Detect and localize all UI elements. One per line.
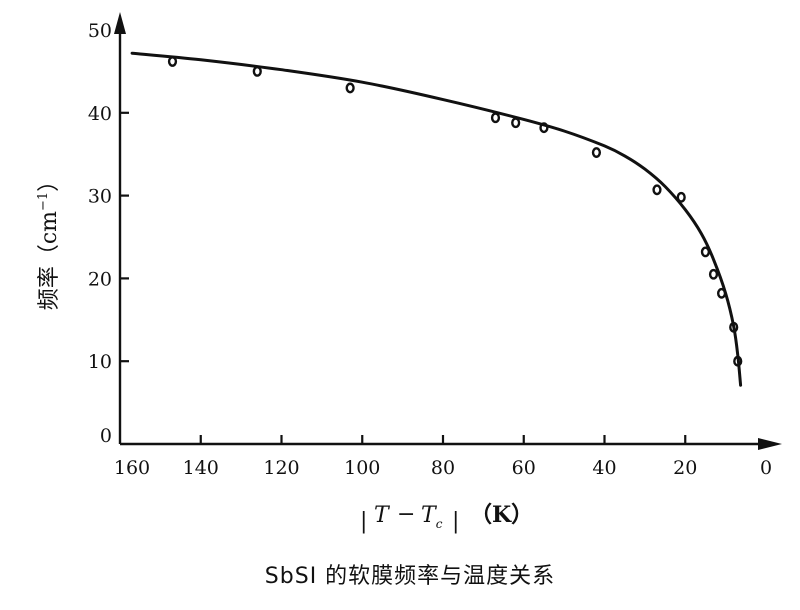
fit-curve-line — [130, 51, 743, 387]
y-tick-label: 30 — [88, 186, 112, 208]
fit-curve — [130, 51, 743, 387]
data-point — [511, 117, 521, 129]
y-tick-label: 0 — [100, 425, 112, 447]
x-tick-label: 160 — [114, 457, 150, 479]
x-ticks: 160 140 120 100 80 60 40 20 0 — [114, 435, 772, 479]
svg-text:T: T — [374, 503, 391, 528]
data-point — [708, 268, 719, 280]
data-points — [167, 56, 743, 367]
x-tick-label: 140 — [183, 457, 219, 479]
data-point — [345, 82, 355, 94]
x-axis-arrow — [758, 438, 782, 450]
svg-text:Tc: Tc — [421, 503, 443, 531]
data-point — [490, 112, 501, 124]
data-point — [733, 355, 743, 367]
x-tick-label: 0 — [760, 457, 772, 479]
axes — [114, 12, 782, 450]
x-title-minus: − — [397, 502, 415, 527]
data-point — [676, 191, 686, 203]
x-title-Tc-sub: c — [436, 517, 443, 531]
x-title-T: T — [374, 503, 391, 528]
x-tick-label: 40 — [592, 457, 616, 479]
data-point — [539, 122, 549, 134]
x-axis-title: | T − Tc | （K） — [360, 502, 533, 534]
data-point — [716, 287, 727, 299]
x-tick-label: 20 — [673, 457, 697, 479]
y-axis-title-sup: −1 — [36, 192, 51, 211]
chart-title: SbSI 的软膜频率与温度关系 — [265, 564, 555, 589]
svg-text:|: | — [452, 509, 459, 534]
x-title-Tc: T — [421, 503, 438, 528]
y-tick-label: 50 — [88, 20, 112, 42]
y-axis-title-main: 频率（cm — [37, 211, 62, 310]
x-tick-label: 100 — [344, 457, 380, 479]
y-tick-label: 20 — [88, 268, 112, 290]
x-tick-label: 80 — [431, 457, 455, 479]
data-point — [252, 66, 262, 77]
y-ticks: 0 10 20 30 40 50 — [88, 20, 129, 447]
x-title-abs-open: | — [360, 509, 367, 534]
data-point — [729, 321, 739, 333]
svg-text:频率（cm−1）: 频率（cm−1） — [36, 170, 62, 310]
svg-text:|: | — [360, 509, 367, 534]
x-title-abs-close: | — [452, 509, 459, 534]
x-tick-label: 120 — [263, 457, 299, 479]
x-tick-label: 60 — [512, 457, 536, 479]
y-tick-label: 10 — [88, 351, 112, 373]
data-point — [591, 147, 602, 158]
y-tick-label: 40 — [88, 103, 112, 125]
y-axis-title-close: ） — [37, 170, 62, 192]
svg-text:−: − — [397, 502, 415, 527]
data-point — [167, 56, 178, 67]
x-title-unit: （K） — [470, 502, 533, 528]
y-axis-arrow — [114, 12, 126, 34]
data-point — [652, 184, 662, 196]
data-point — [700, 246, 711, 258]
svg-text:（K）: （K） — [470, 502, 533, 528]
y-axis-title: 频率（cm−1） — [36, 170, 62, 310]
